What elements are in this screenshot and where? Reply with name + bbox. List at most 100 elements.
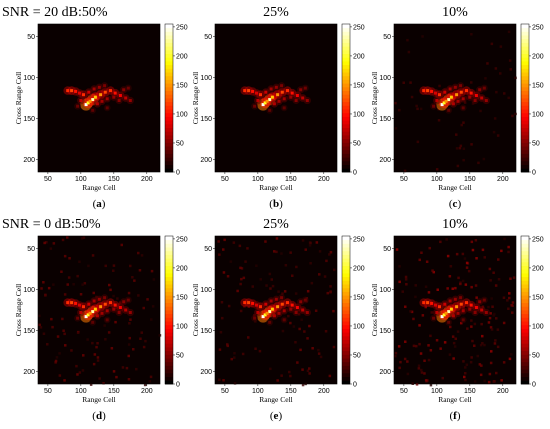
noise-cell <box>483 256 486 259</box>
scatterer-cell <box>88 311 92 315</box>
noise-cell <box>470 325 473 328</box>
x-tick-label: 150 <box>464 388 476 395</box>
scatterer-cell <box>76 316 80 320</box>
colorbar-segment <box>165 24 173 29</box>
x-tick-label: 150 <box>285 388 297 395</box>
noise-cell <box>142 345 146 349</box>
colorbar-segment <box>165 164 173 169</box>
scatterer-cell <box>105 97 109 101</box>
noise-cell <box>404 305 407 308</box>
colorbar-segment <box>342 350 350 355</box>
noise-cell <box>509 277 512 280</box>
colorbar-segment <box>165 380 173 385</box>
colorbar-segment <box>165 261 173 266</box>
colorbar-segment <box>165 284 173 289</box>
noise-cell <box>318 273 321 276</box>
noise-cell <box>410 310 414 314</box>
colorbar-frame <box>520 235 530 385</box>
noise-cell <box>449 325 452 329</box>
noise-cell <box>255 264 258 267</box>
noise-cell <box>66 236 69 239</box>
noise-cell <box>401 290 404 293</box>
colorbar-tick-label: 200 <box>353 53 365 60</box>
scatterer-cell <box>92 87 96 91</box>
noise-cell <box>496 345 500 349</box>
noise-cell <box>454 286 457 290</box>
scatterer-cell <box>434 91 437 95</box>
colorbar-segment <box>342 280 350 285</box>
noise-cell <box>506 299 509 302</box>
colorbar-tick-label: 100 <box>353 323 365 330</box>
noise-cell <box>283 290 287 293</box>
colorbar-tick-label: 200 <box>353 265 365 272</box>
scatterer-cell <box>473 99 477 102</box>
colorbar-segment <box>521 284 529 289</box>
noise-cell <box>499 45 503 48</box>
colorbar-segment <box>521 38 529 43</box>
colorbar-segment <box>521 287 529 292</box>
noise-cell <box>512 276 516 279</box>
noise-cell <box>121 366 125 369</box>
noise-cell <box>429 334 432 338</box>
colorbar-segment <box>342 146 350 151</box>
noise-cell <box>511 311 514 314</box>
noise-cell <box>494 284 498 287</box>
colorbar-segment <box>342 358 350 363</box>
colorbar-segment <box>521 35 529 40</box>
noise-cell <box>457 276 460 280</box>
heatmap-panel-b: 25% 50 100 150 200 50 100 150 200 Range Cell Cross… <box>191 5 365 210</box>
noise-cell <box>412 317 415 321</box>
noise-cell <box>463 375 466 379</box>
scatterer-cell <box>290 91 294 95</box>
noise-cell <box>55 356 59 359</box>
noise-cell <box>470 285 473 289</box>
noise-cell <box>404 278 408 281</box>
colorbar-segment <box>521 160 529 165</box>
panel-title: 10% <box>442 217 468 232</box>
scatterer-cell <box>117 99 121 102</box>
colorbar-segment <box>521 64 529 69</box>
noise-cell <box>399 360 402 364</box>
noise-cell <box>490 297 493 300</box>
colorbar-segment <box>165 149 173 154</box>
noise-cell <box>51 325 54 329</box>
colorbar-segment <box>342 317 350 322</box>
noise-cell <box>455 252 459 256</box>
colorbar-segment <box>165 273 173 278</box>
y-axis-label: Cross Range Cell <box>370 72 379 125</box>
noise-cell <box>63 293 67 296</box>
scatterer-cell <box>272 102 276 106</box>
noise-cell <box>76 373 79 376</box>
noise-cell <box>149 375 153 379</box>
noise-cell <box>417 367 421 370</box>
colorbar-segment <box>342 116 350 121</box>
noise-cell <box>138 269 142 272</box>
noise-cell <box>223 238 226 242</box>
colorbar-frame <box>341 23 351 173</box>
noise-cell <box>78 260 81 263</box>
colorbar-segment <box>521 273 529 278</box>
colorbar-segment <box>342 135 350 140</box>
noise-cell <box>427 344 430 347</box>
noise-cell <box>461 279 465 283</box>
scatterer-cell <box>97 297 101 301</box>
noise-cell <box>507 245 510 249</box>
noise-cell <box>471 248 475 252</box>
colorbar-segment <box>342 291 350 296</box>
colorbar-segment <box>342 160 350 165</box>
noise-cell <box>115 375 118 379</box>
noise-cell <box>445 238 448 241</box>
colorbar-tick-label: 50 <box>353 352 361 359</box>
noise-cell <box>218 348 222 351</box>
y-tick-label: 100 <box>379 287 391 294</box>
y-tick-label: 150 <box>23 328 35 335</box>
colorbar-segment <box>165 306 173 311</box>
scatterer-cell <box>255 303 258 307</box>
noise-cell <box>233 352 236 355</box>
noise-cell <box>329 251 333 254</box>
noise-cell <box>120 243 123 247</box>
noise-cell <box>456 164 460 168</box>
colorbar-tick-label: 250 <box>176 24 188 31</box>
noise-cell <box>241 352 245 356</box>
noise-cell <box>271 284 275 288</box>
